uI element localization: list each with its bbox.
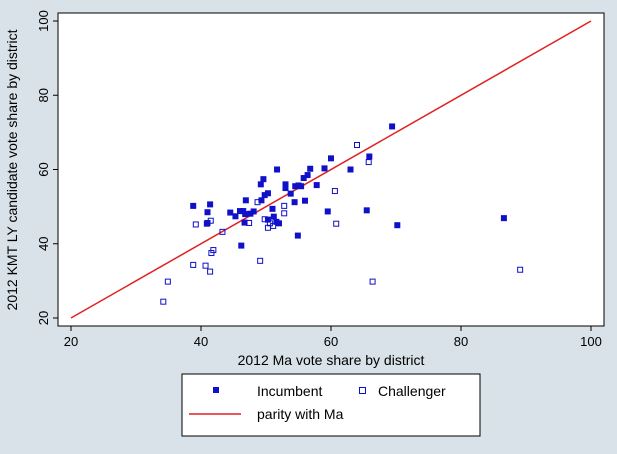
incumbent-point (307, 165, 314, 172)
incumbent-point (389, 123, 396, 130)
incumbent-point (276, 220, 282, 227)
incumbent-point (258, 197, 265, 204)
incumbent-point (232, 213, 239, 220)
y-axis-title: 2012 KMT LY candidate vote share by dist… (4, 29, 20, 310)
challenger-point (270, 222, 277, 229)
incumbent-point (264, 216, 271, 223)
challenger-point (257, 257, 264, 264)
incumbent-point (238, 242, 245, 249)
incumbent-point (207, 201, 214, 208)
incumbent-point (294, 232, 301, 239)
parity-line (70, 20, 592, 319)
incumbent-point (282, 181, 289, 188)
x-tick-label: 80 (454, 334, 468, 349)
incumbent-point (204, 219, 211, 226)
legend-incumbent-marker (213, 387, 219, 393)
markers (160, 123, 524, 305)
challenger-point (331, 188, 338, 195)
legend-challenger-marker (359, 387, 366, 394)
incumbent-point (269, 205, 276, 212)
incumbent-point (500, 215, 507, 222)
incumbent-point (321, 165, 328, 172)
challenger-point (261, 216, 268, 223)
legend-challenger-label: Challenger (378, 383, 446, 399)
x-tick-label: 20 (64, 334, 78, 349)
legend: Incumbent Challenger parity with Ma (181, 373, 481, 437)
challenger-point (369, 278, 376, 285)
challenger-point (207, 268, 214, 275)
x-tick-label: 100 (580, 334, 602, 349)
incumbent-point (204, 209, 211, 216)
incumbent-point (247, 210, 254, 217)
incumbent-point (250, 208, 257, 215)
incumbent-point (261, 192, 268, 199)
incumbent-point (242, 197, 249, 204)
y-tick-label: 100 (36, 10, 51, 32)
incumbent-point (260, 176, 267, 183)
incumbent-point (363, 207, 370, 214)
incumbent-point (304, 172, 311, 179)
legend-incumbent-label: Incumbent (257, 383, 322, 399)
y-tick-label: 80 (36, 88, 51, 102)
challenger-point (246, 219, 253, 226)
challenger-point (517, 266, 524, 273)
incumbent-point (313, 182, 320, 189)
y-tick-label: 20 (36, 311, 51, 325)
incumbent-point (347, 166, 354, 173)
incumbent-point (324, 208, 331, 215)
parity-line-layer (70, 20, 592, 319)
x-tick-label: 40 (194, 334, 208, 349)
challenger-point (190, 261, 197, 268)
incumbent-point (270, 213, 277, 220)
incumbent-point (394, 222, 401, 229)
challenger-point (281, 210, 288, 217)
incumbent-point (282, 185, 289, 192)
challenger-point (192, 221, 199, 228)
incumbent-point (190, 202, 197, 209)
challenger-point (207, 217, 214, 224)
incumbent-point (328, 155, 334, 162)
incumbent-point (287, 190, 294, 197)
x-axis-title: 2012 Ma vote share by district (238, 352, 425, 368)
y-tick-label: 40 (36, 237, 51, 251)
incumbent-point (300, 175, 307, 182)
incumbent-point (366, 153, 373, 160)
incumbent-point (302, 197, 308, 204)
challenger-point (202, 262, 209, 269)
challenger-point (365, 159, 372, 166)
incumbent-point (292, 183, 299, 190)
incumbent-point (227, 209, 234, 216)
legend-parity-label: parity with Ma (257, 406, 344, 422)
incumbent-point (291, 199, 298, 206)
challenger-point (354, 141, 360, 148)
y-axis: 20 40 60 80 100 (36, 10, 59, 326)
challenger-point (160, 298, 167, 305)
incumbent-point (257, 181, 264, 188)
legend-box (181, 373, 481, 437)
x-tick-label: 60 (324, 334, 338, 349)
challenger-point (210, 247, 217, 254)
x-axis: 20 40 60 80 100 (58, 325, 604, 349)
y-tick-label: 60 (36, 162, 51, 176)
incumbent-point (237, 208, 243, 215)
challenger-point (333, 220, 340, 227)
incumbent-point (298, 183, 305, 190)
incumbent-point (242, 211, 249, 218)
incumbent-point (241, 219, 248, 226)
challenger-point (164, 278, 171, 285)
incumbent-point (264, 190, 271, 197)
challenger-point (281, 202, 288, 209)
incumbent-point (274, 166, 281, 173)
challenger-point (219, 228, 226, 235)
challenger-point (254, 199, 261, 206)
